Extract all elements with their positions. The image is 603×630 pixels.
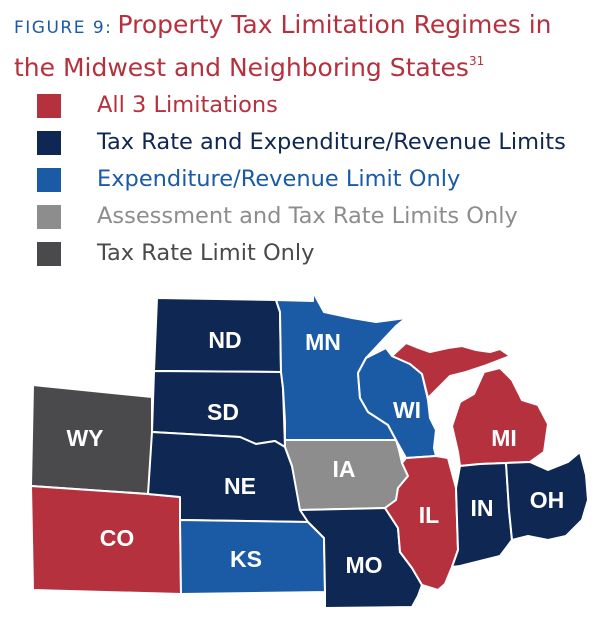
footnote-ref: 31 <box>468 54 485 68</box>
figure-label: FIGURE 9: <box>14 18 113 38</box>
legend-swatch-exp-only <box>37 168 61 192</box>
state-label-in: IN <box>471 495 494 521</box>
state-label-nd: ND <box>208 327 241 353</box>
state-wi <box>357 347 437 459</box>
state-label-oh: OH <box>530 487 565 513</box>
legend-swatch-rate-and-exp <box>37 131 61 155</box>
state-label-mo: MO <box>345 552 382 578</box>
state-label-mn: MN <box>305 329 341 355</box>
state-label-sd: SD <box>207 399 239 425</box>
state-label-co: CO <box>100 525 135 551</box>
state-mi-upper <box>391 342 511 399</box>
state-oh <box>505 451 589 541</box>
legend-label-assess-and-rate: Assessment and Tax Rate Limits Only <box>97 203 518 229</box>
state-label-wi: WI <box>393 397 421 423</box>
legend-label-exp-only: Expenditure/Revenue Limit Only <box>97 166 461 192</box>
legend-swatch-rate-only <box>37 242 61 266</box>
legend-label-rate-only: Tax Rate Limit Only <box>97 240 315 266</box>
legend-label-rate-and-exp: Tax Rate and Expenditure/Revenue Limits <box>97 129 566 155</box>
figure-title-text: Property Tax Limitation Regimes in the M… <box>14 10 552 82</box>
figure-title: FIGURE 9: Property Tax Limitation Regime… <box>14 8 594 87</box>
state-mi-lower <box>451 367 549 467</box>
state-label-mi: MI <box>491 425 517 451</box>
state-in <box>451 462 513 568</box>
legend-swatch-assess-and-rate <box>37 205 61 229</box>
state-label-il: IL <box>419 502 439 528</box>
state-label-ks: KS <box>230 546 262 572</box>
state-label-ne: NE <box>224 473 256 499</box>
state-label-ia: IA <box>333 456 356 482</box>
legend-label-all-3: All 3 Limitations <box>97 92 278 118</box>
state-label-wy: WY <box>66 425 103 451</box>
legend-swatch-all-3 <box>37 94 61 118</box>
state-il <box>384 455 459 591</box>
